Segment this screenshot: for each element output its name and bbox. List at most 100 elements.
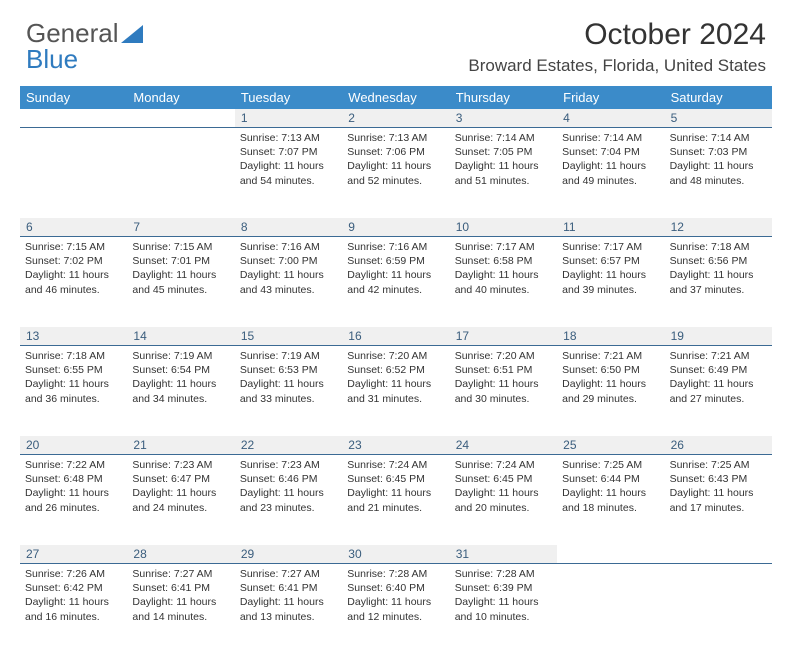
- day-cell: Sunrise: 7:19 AMSunset: 6:53 PMDaylight:…: [235, 346, 342, 436]
- day-cell: Sunrise: 7:28 AMSunset: 6:40 PMDaylight:…: [342, 564, 449, 654]
- day-number: [127, 109, 234, 127]
- weekday-header: Tuesday: [235, 86, 342, 109]
- sunset-text: Sunset: 7:05 PM: [455, 145, 552, 159]
- weekday-header: Sunday: [20, 86, 127, 109]
- sunset-text: Sunset: 6:48 PM: [25, 472, 122, 486]
- daylight-text: and 42 minutes.: [347, 283, 444, 297]
- page-title: October 2024: [468, 18, 766, 52]
- daylight-text: and 46 minutes.: [25, 283, 122, 297]
- daylight-text: Daylight: 11 hours: [455, 595, 552, 609]
- sunrise-text: Sunrise: 7:27 AM: [240, 567, 337, 581]
- daylight-text: and 18 minutes.: [562, 501, 659, 515]
- sunset-text: Sunset: 6:45 PM: [455, 472, 552, 486]
- weekday-header: Monday: [127, 86, 234, 109]
- day-cell: Sunrise: 7:21 AMSunset: 6:50 PMDaylight:…: [557, 346, 664, 436]
- day-number: [20, 109, 127, 127]
- day-number: [665, 545, 772, 563]
- sunrise-text: Sunrise: 7:26 AM: [25, 567, 122, 581]
- sunrise-text: Sunrise: 7:17 AM: [562, 240, 659, 254]
- daylight-text: and 49 minutes.: [562, 174, 659, 188]
- daylight-text: Daylight: 11 hours: [347, 377, 444, 391]
- daylight-text: Daylight: 11 hours: [240, 486, 337, 500]
- daylight-text: and 26 minutes.: [25, 501, 122, 515]
- daylight-text: and 43 minutes.: [240, 283, 337, 297]
- day-number: 6: [20, 218, 127, 236]
- day-cell: Sunrise: 7:16 AMSunset: 6:59 PMDaylight:…: [342, 237, 449, 327]
- day-cell: Sunrise: 7:14 AMSunset: 7:03 PMDaylight:…: [665, 128, 772, 218]
- day-cell: Sunrise: 7:15 AMSunset: 7:02 PMDaylight:…: [20, 237, 127, 327]
- sunrise-text: Sunrise: 7:22 AM: [25, 458, 122, 472]
- daylight-text: and 51 minutes.: [455, 174, 552, 188]
- daylight-text: and 23 minutes.: [240, 501, 337, 515]
- day-number: 18: [557, 327, 664, 345]
- title-block: October 2024 Broward Estates, Florida, U…: [468, 18, 766, 76]
- sunset-text: Sunset: 7:00 PM: [240, 254, 337, 268]
- sunset-text: Sunset: 7:03 PM: [670, 145, 767, 159]
- day-number: 1: [235, 109, 342, 127]
- sunrise-text: Sunrise: 7:15 AM: [25, 240, 122, 254]
- daylight-text: Daylight: 11 hours: [240, 377, 337, 391]
- day-cell: Sunrise: 7:27 AMSunset: 6:41 PMDaylight:…: [127, 564, 234, 654]
- sunrise-text: Sunrise: 7:14 AM: [562, 131, 659, 145]
- sunrise-text: Sunrise: 7:13 AM: [240, 131, 337, 145]
- sunset-text: Sunset: 6:41 PM: [132, 581, 229, 595]
- calendar: Sunday Monday Tuesday Wednesday Thursday…: [20, 86, 772, 654]
- day-number: 31: [450, 545, 557, 563]
- day-number: 27: [20, 545, 127, 563]
- sunset-text: Sunset: 7:04 PM: [562, 145, 659, 159]
- day-number: [557, 545, 664, 563]
- day-cell: Sunrise: 7:27 AMSunset: 6:41 PMDaylight:…: [235, 564, 342, 654]
- weekday-header: Thursday: [450, 86, 557, 109]
- day-number: 30: [342, 545, 449, 563]
- daylight-text: Daylight: 11 hours: [347, 595, 444, 609]
- sunrise-text: Sunrise: 7:20 AM: [455, 349, 552, 363]
- daylight-text: Daylight: 11 hours: [132, 486, 229, 500]
- daylight-text: and 52 minutes.: [347, 174, 444, 188]
- sunset-text: Sunset: 7:02 PM: [25, 254, 122, 268]
- daylight-text: and 45 minutes.: [132, 283, 229, 297]
- daylight-text: and 20 minutes.: [455, 501, 552, 515]
- day-cell: Sunrise: 7:14 AMSunset: 7:04 PMDaylight:…: [557, 128, 664, 218]
- logo-triangle-icon: [121, 25, 143, 43]
- weekday-header-row: Sunday Monday Tuesday Wednesday Thursday…: [20, 86, 772, 109]
- daylight-text: Daylight: 11 hours: [240, 595, 337, 609]
- daylight-text: and 34 minutes.: [132, 392, 229, 406]
- sunrise-text: Sunrise: 7:16 AM: [240, 240, 337, 254]
- day-number: 12: [665, 218, 772, 236]
- daylight-text: Daylight: 11 hours: [670, 159, 767, 173]
- sunset-text: Sunset: 6:49 PM: [670, 363, 767, 377]
- day-number: 8: [235, 218, 342, 236]
- daylight-text: Daylight: 11 hours: [455, 377, 552, 391]
- daylight-text: Daylight: 11 hours: [240, 159, 337, 173]
- daylight-text: Daylight: 11 hours: [132, 268, 229, 282]
- daylight-text: and 54 minutes.: [240, 174, 337, 188]
- day-number-row: 2728293031: [20, 545, 772, 564]
- day-number: 3: [450, 109, 557, 127]
- daylight-text: Daylight: 11 hours: [562, 377, 659, 391]
- sunrise-text: Sunrise: 7:21 AM: [562, 349, 659, 363]
- weekday-header: Saturday: [665, 86, 772, 109]
- day-cell: Sunrise: 7:16 AMSunset: 7:00 PMDaylight:…: [235, 237, 342, 327]
- daylight-text: Daylight: 11 hours: [670, 268, 767, 282]
- day-cell: Sunrise: 7:17 AMSunset: 6:57 PMDaylight:…: [557, 237, 664, 327]
- sunrise-text: Sunrise: 7:27 AM: [132, 567, 229, 581]
- day-number: 16: [342, 327, 449, 345]
- day-number: 17: [450, 327, 557, 345]
- sunrise-text: Sunrise: 7:20 AM: [347, 349, 444, 363]
- sunset-text: Sunset: 6:42 PM: [25, 581, 122, 595]
- sunrise-text: Sunrise: 7:25 AM: [670, 458, 767, 472]
- sunset-text: Sunset: 6:53 PM: [240, 363, 337, 377]
- day-cell: Sunrise: 7:22 AMSunset: 6:48 PMDaylight:…: [20, 455, 127, 545]
- sunset-text: Sunset: 6:54 PM: [132, 363, 229, 377]
- daylight-text: and 24 minutes.: [132, 501, 229, 515]
- daylight-text: and 37 minutes.: [670, 283, 767, 297]
- daylight-text: Daylight: 11 hours: [562, 159, 659, 173]
- sunset-text: Sunset: 6:58 PM: [455, 254, 552, 268]
- sunrise-text: Sunrise: 7:21 AM: [670, 349, 767, 363]
- day-number: 15: [235, 327, 342, 345]
- day-number: 10: [450, 218, 557, 236]
- daylight-text: and 33 minutes.: [240, 392, 337, 406]
- sunrise-text: Sunrise: 7:18 AM: [670, 240, 767, 254]
- daylight-text: and 17 minutes.: [670, 501, 767, 515]
- day-number: 24: [450, 436, 557, 454]
